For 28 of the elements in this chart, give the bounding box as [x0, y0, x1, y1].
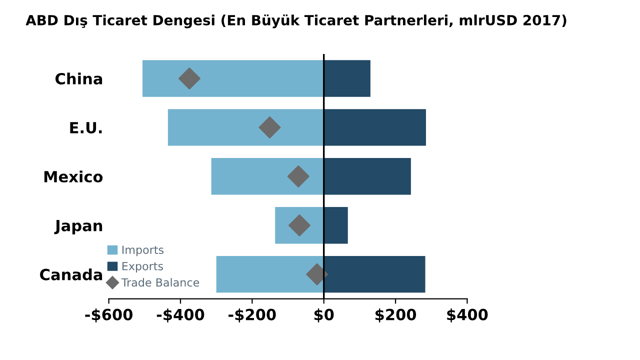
bar — [168, 109, 324, 146]
y-tick-label: Mexico — [44, 170, 103, 182]
bar — [142, 60, 324, 97]
legend-label: Exports — [122, 262, 163, 272]
point — [287, 165, 310, 188]
bar — [324, 60, 370, 97]
bar — [324, 158, 411, 195]
bar — [216, 256, 324, 293]
x-tick-label: -$400 — [156, 308, 204, 322]
x-tick-label: -$200 — [228, 308, 276, 322]
x-tick-label: -$600 — [85, 308, 132, 322]
x-tick-label: $0 — [314, 308, 334, 322]
bar — [324, 207, 348, 244]
bar — [324, 256, 426, 293]
y-tick-label: China — [55, 72, 102, 84]
y-tick-label: E.U. — [70, 122, 102, 134]
point — [258, 116, 281, 138]
y-tick-label: Canada — [40, 268, 102, 280]
point — [178, 67, 200, 90]
legend-label: Imports — [122, 246, 164, 256]
legend-label: Trade Balance — [121, 278, 200, 287]
y-tick-label: Japan — [54, 220, 102, 234]
x-tick-label: $400 — [447, 308, 488, 322]
bar — [324, 109, 426, 146]
chart-title: ABD Dış Ticaret Dengesi (En Büyük Ticaret Partnerleri, mlrUSD 2017) — [26, 14, 566, 28]
x-tick-label: $200 — [375, 308, 416, 322]
point — [306, 263, 328, 286]
bar — [211, 158, 324, 195]
